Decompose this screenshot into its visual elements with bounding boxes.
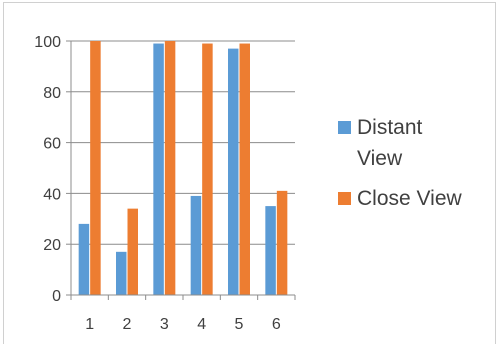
y-tick-label-0: 0 <box>52 288 61 305</box>
legend-item-close-view: Close View <box>338 183 488 214</box>
bar-distant-view-2 <box>116 251 127 295</box>
bar-distant-view-3 <box>153 43 164 295</box>
bar-close-view-6 <box>276 190 288 295</box>
legend-swatch-close-view <box>338 192 351 205</box>
x-tick-label-1: 1 <box>85 316 94 333</box>
gridlines <box>71 40 295 245</box>
legend-swatch-distant-view <box>338 121 351 134</box>
legend-label-distant-view: Distant View <box>357 116 423 170</box>
axes <box>66 40 296 300</box>
x-tick-label-4: 4 <box>197 316 206 333</box>
bar-close-view-2 <box>127 208 138 295</box>
legend-label-close-view: Close View <box>357 187 462 210</box>
y-tick-label-60: 60 <box>43 136 61 153</box>
tick-labels: 0 20 40 60 80 100 1 2 3 4 5 6 <box>34 34 281 333</box>
bar-close-view-1 <box>90 41 101 295</box>
bar-distant-view-1 <box>78 223 90 295</box>
x-tick-label-6: 6 <box>272 316 281 333</box>
bar-distant-view-4 <box>190 195 202 295</box>
bar-close-view-4 <box>202 43 213 295</box>
y-tick-label-20: 20 <box>43 237 61 254</box>
y-tick-label-100: 100 <box>34 34 61 51</box>
legend-item-distant-view: Distant View <box>338 112 488 174</box>
y-tick-label-80: 80 <box>43 85 61 102</box>
chart-frame <box>3 2 496 344</box>
bars <box>78 41 288 296</box>
x-tick-label-2: 2 <box>123 316 132 333</box>
x-tick-label-3: 3 <box>160 316 169 333</box>
bar-distant-view-5 <box>228 48 239 296</box>
x-tick-label-5: 5 <box>235 316 244 333</box>
bar-close-view-5 <box>239 43 250 295</box>
chart-frame-left-edge <box>3 2 4 344</box>
bar-close-view-3 <box>164 41 176 295</box>
bar-distant-view-6 <box>265 206 276 295</box>
legend: Distant View Close View <box>338 112 488 223</box>
y-tick-label-40: 40 <box>43 186 61 203</box>
